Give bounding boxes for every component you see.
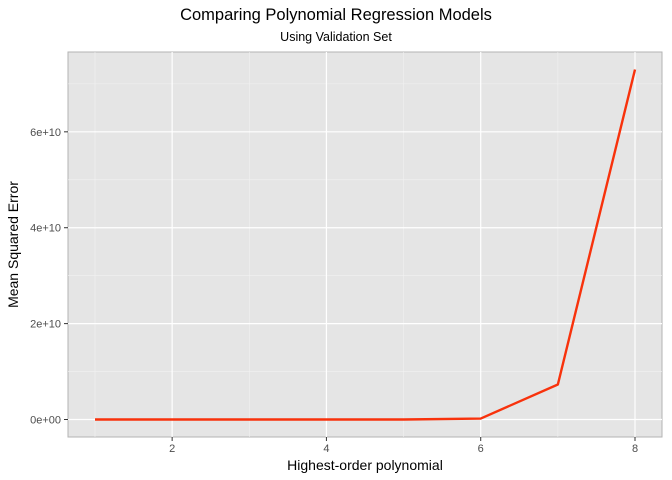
y-tick-label: 0e+00	[30, 415, 61, 427]
axis-ticks	[64, 131, 636, 441]
y-tick-label: 6e+10	[30, 127, 61, 139]
plot-panel	[67, 51, 663, 438]
minor-gridlines	[68, 52, 662, 437]
x-tick-label: 6	[478, 443, 484, 455]
x-tick-label: 8	[632, 443, 638, 455]
axis-tick-labels: 2 4 6 8 0e+00 2e+10 4e+10 6e+10	[30, 127, 638, 455]
x-tick-label: 4	[323, 443, 329, 455]
series-layer	[95, 69, 637, 421]
chart-subtitle: Using Validation Set	[280, 30, 392, 44]
series-line	[95, 69, 637, 421]
x-tick-label: 2	[169, 443, 175, 455]
chart-title: Comparing Polynomial Regression Models	[180, 6, 492, 24]
y-axis-title: Mean Squared Error	[5, 181, 21, 308]
major-gridlines	[68, 52, 662, 437]
y-tick-label: 2e+10	[30, 319, 61, 331]
y-tick-label: 4e+10	[30, 223, 61, 235]
x-axis-title: Highest-order polynomial	[287, 457, 443, 473]
